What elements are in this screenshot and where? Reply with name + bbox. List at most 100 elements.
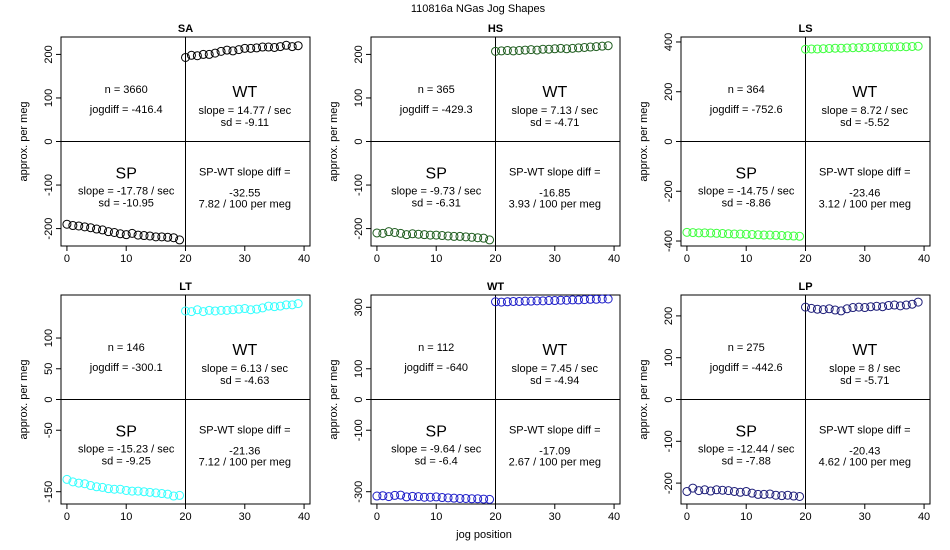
- sp-point: [151, 232, 161, 242]
- wt-sd-label: sd = -4.94: [530, 375, 579, 387]
- sp-section-label: SP: [736, 166, 757, 183]
- wt-point: [526, 45, 536, 55]
- x-tick-label: 40: [608, 511, 620, 523]
- wt-point: [907, 41, 917, 51]
- wt-point: [579, 42, 589, 52]
- y-tick-label: 0: [663, 138, 675, 144]
- sp-point: [419, 230, 429, 240]
- wt-point: [281, 40, 291, 50]
- sp-point: [163, 232, 173, 242]
- wt-point: [812, 304, 822, 314]
- wt-point: [913, 297, 923, 307]
- x-tick-label: 0: [374, 511, 380, 523]
- x-axis: 0 10 20 30 40: [64, 504, 310, 523]
- slope-diff-rate: 7.12 / 100 per meg: [199, 457, 291, 469]
- sp-slope-label: slope = -12.44 / sec: [698, 444, 795, 456]
- y-tick-label: 100: [43, 329, 55, 347]
- wt-point: [287, 42, 297, 52]
- wt-point: [264, 301, 273, 311]
- wt-point: [907, 299, 917, 309]
- sp-point: [467, 232, 477, 242]
- sp-sd-label: sd = -7.88: [722, 456, 771, 468]
- slope-diff-value: -21.36: [229, 446, 260, 458]
- page-title: 110816a NGas Jog Shapes: [411, 3, 546, 15]
- wt-point: [860, 303, 870, 313]
- wt-point: [275, 42, 285, 52]
- sp-point: [419, 492, 429, 502]
- slope-diff-rate: 3.93 / 100 per meg: [509, 199, 601, 211]
- x-tick-label: 20: [179, 253, 191, 265]
- jogdiff-label: jogdiff = -640: [403, 362, 468, 374]
- wt-point: [210, 48, 220, 58]
- wt-point: [854, 302, 864, 312]
- wt-point: [258, 303, 268, 313]
- slope-diff-rate: 4.62 / 100 per meg: [819, 457, 911, 469]
- sp-point: [402, 230, 412, 240]
- sp-point: [62, 474, 72, 484]
- annotations: n = 365 jogdiff = -429.3 WT slope = 7.13 / …: [391, 84, 601, 211]
- wt-point: [597, 294, 607, 304]
- sp-point: [473, 233, 483, 243]
- wt-point: [854, 43, 864, 53]
- x-tick-label: 20: [799, 511, 811, 523]
- wt-sd-label: sd = -4.63: [220, 375, 269, 387]
- wt-point: [889, 42, 899, 52]
- sp-point: [723, 229, 733, 239]
- sp-point: [80, 479, 90, 489]
- sp-point: [390, 228, 400, 238]
- sp-point: [694, 228, 704, 238]
- sp-point: [98, 225, 107, 235]
- sp-section-label: SP: [116, 424, 137, 441]
- sp-point: [68, 477, 78, 487]
- sp-point: [145, 487, 155, 497]
- y-tick-label: -150: [43, 481, 55, 503]
- x-tick-label: 40: [918, 511, 930, 523]
- sp-point: [765, 489, 775, 499]
- x-tick-label: 30: [239, 511, 251, 523]
- wt-point: [884, 300, 893, 310]
- sp-point: [378, 491, 388, 501]
- y-tick-label: 200: [663, 307, 675, 325]
- wt-point: [806, 44, 816, 54]
- slope-diff-rate: 2.67 / 100 per meg: [509, 457, 601, 469]
- wt-point: [496, 46, 506, 56]
- wt-point: [491, 46, 500, 56]
- jogdiff-label: jogdiff = -442.6: [709, 362, 783, 374]
- y-axis-label: approx. per meg: [328, 359, 340, 439]
- sp-point: [127, 228, 137, 238]
- wt-sd-label: sd = -4.71: [530, 117, 579, 129]
- sp-point: [98, 482, 107, 492]
- y-tick-label: 0: [353, 396, 365, 402]
- y-tick-label: 100: [353, 89, 365, 107]
- wt-point: [204, 305, 214, 315]
- wt-point: [281, 300, 291, 310]
- wt-point: [866, 302, 876, 312]
- wt-point: [860, 42, 870, 52]
- sp-point: [115, 229, 125, 239]
- x-axis: 0 10 20 30 40: [374, 504, 620, 523]
- y-tick-label: 100: [663, 349, 675, 367]
- sp-point: [485, 494, 495, 504]
- wt-point: [830, 43, 840, 53]
- wt-point: [591, 294, 601, 304]
- sp-point: [62, 219, 72, 229]
- x-tick-label: 10: [120, 511, 132, 523]
- sp-point: [783, 490, 793, 500]
- sp-point: [127, 486, 137, 496]
- wt-point: [496, 297, 506, 307]
- slope-diff-label: SP-WT slope diff =: [199, 167, 291, 179]
- panel-title: LT: [179, 281, 192, 293]
- y-tick-label: -200: [663, 472, 675, 494]
- sp-point: [402, 492, 412, 502]
- data-points: [372, 294, 613, 504]
- slope-diff-value: -20.43: [849, 446, 880, 458]
- sp-point: [479, 233, 489, 243]
- wt-point: [866, 42, 876, 52]
- wt-point: [538, 44, 548, 54]
- wt-point: [520, 296, 530, 306]
- y-tick-label: -100: [353, 419, 365, 441]
- wt-point: [895, 301, 905, 311]
- wt-section-label: WT: [542, 342, 567, 359]
- x-tick-label: 20: [489, 253, 501, 265]
- sp-point: [741, 229, 751, 239]
